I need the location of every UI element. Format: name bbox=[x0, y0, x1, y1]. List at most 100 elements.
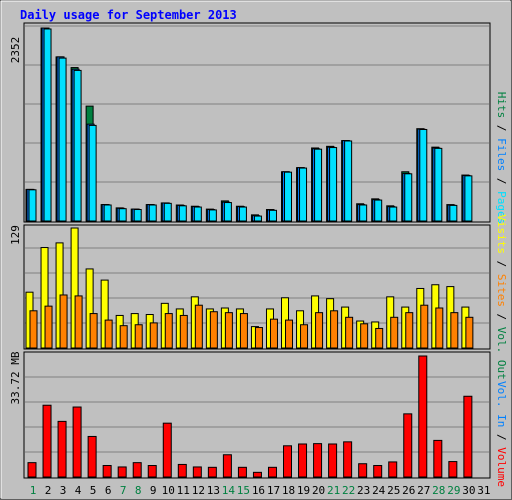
bar-visits-sites-day-1 bbox=[29, 310, 38, 349]
bar-volume-volume-day-18 bbox=[283, 445, 293, 478]
x-axis-labels: 1 2 3 4 5 6 7 8 9 10 11 12 13 14 15 16 17 18 19 20 21 22 23 24 2… bbox=[30, 484, 491, 497]
legend-right-top-separator: / bbox=[495, 171, 508, 191]
panel-hits: 2352 bbox=[9, 22, 491, 223]
bar-visits-sites-day-27 bbox=[420, 304, 429, 349]
legend-right-middle-separator: / bbox=[495, 254, 508, 274]
bar-hits-pages-day-2 bbox=[43, 28, 52, 222]
bar-hits-pages-day-25 bbox=[389, 206, 398, 222]
bar-volume-volume-day-14 bbox=[222, 454, 232, 478]
bar-visits-sites-day-23 bbox=[360, 323, 369, 349]
panel-volume: 33.72 MB bbox=[9, 351, 491, 479]
x-tick-label-day-22: 22 bbox=[342, 484, 355, 497]
bar-hits-pages-day-21 bbox=[329, 147, 338, 222]
legend-visits: Visits bbox=[495, 214, 508, 254]
bar-hits-pages-day-27 bbox=[419, 129, 428, 222]
x-tick-label-day-18: 18 bbox=[282, 484, 295, 497]
bar-volume-volume-day-24 bbox=[373, 465, 383, 478]
bar-hits-pages-day-16 bbox=[253, 215, 262, 222]
bar-visits-sites-day-30 bbox=[465, 316, 474, 349]
bar-visits-sites-day-2 bbox=[44, 305, 53, 349]
bar-hits-pages-day-8 bbox=[133, 209, 142, 222]
bar-visits-sites-day-17 bbox=[269, 318, 278, 349]
bar-visits-sites-day-10 bbox=[164, 313, 173, 349]
bar-hits-pages-day-15 bbox=[238, 206, 247, 222]
bar-volume-volume-day-16 bbox=[252, 471, 262, 478]
bar-volume-volume-day-3 bbox=[57, 420, 67, 478]
panel-volume-ymax-label: 33.72 MB bbox=[9, 351, 22, 404]
bar-hits-pages-day-29 bbox=[449, 204, 458, 222]
bar-visits-sites-day-22 bbox=[345, 316, 354, 349]
x-tick-label-day-8: 8 bbox=[135, 484, 142, 497]
x-tick-label-day-3: 3 bbox=[60, 484, 67, 497]
bar-volume-volume-day-8 bbox=[132, 462, 142, 478]
bar-volume-volume-day-2 bbox=[42, 404, 52, 478]
bar-visits-sites-day-26 bbox=[405, 312, 414, 349]
x-tick-label-day-1: 1 bbox=[30, 484, 37, 497]
bar-hits-pages-day-19 bbox=[299, 167, 308, 222]
bar-visits-sites-day-8 bbox=[134, 324, 143, 349]
bar-visits-sites-day-7 bbox=[119, 325, 128, 349]
bar-visits-sites-day-29 bbox=[450, 312, 459, 349]
bar-volume-volume-day-5 bbox=[87, 435, 97, 478]
bar-visits-sites-day-12 bbox=[194, 304, 203, 349]
x-tick-label-day-26: 26 bbox=[402, 484, 415, 497]
x-tick-label-day-5: 5 bbox=[90, 484, 97, 497]
panel-volume-background bbox=[23, 351, 491, 479]
bar-visits-sites-day-15 bbox=[239, 313, 248, 349]
legend-vol-in: Vol. In bbox=[495, 381, 508, 427]
x-tick-label-day-16: 16 bbox=[252, 484, 265, 497]
x-tick-label-day-7: 7 bbox=[120, 484, 127, 497]
bar-hits-pages-day-30 bbox=[464, 175, 473, 222]
bar-visits-sites-day-6 bbox=[104, 319, 113, 349]
panel-hits-background bbox=[23, 22, 491, 223]
x-tick-label-day-25: 25 bbox=[387, 484, 400, 497]
panel-visits-ymax-label: 129 bbox=[9, 225, 22, 245]
bar-visits-sites-day-24 bbox=[375, 327, 384, 349]
legend-files: Files bbox=[495, 138, 508, 171]
bar-volume-volume-day-22 bbox=[343, 441, 353, 478]
bar-hits-pages-day-23 bbox=[359, 204, 368, 222]
x-tick-label-day-28: 28 bbox=[432, 484, 445, 497]
bar-volume-volume-day-9 bbox=[147, 465, 157, 478]
bar-volume-volume-day-10 bbox=[162, 422, 172, 478]
bar-hits-pages-day-28 bbox=[434, 147, 443, 222]
legend-pages: Pages bbox=[495, 191, 508, 224]
bar-visits-sites-day-18 bbox=[285, 319, 294, 349]
legend-right-bottom: Vol. In / Volume bbox=[495, 381, 508, 487]
legend-right-top-separator: / bbox=[495, 118, 508, 138]
bar-hits-pages-day-13 bbox=[208, 209, 217, 222]
bar-volume-volume-day-17 bbox=[267, 466, 277, 478]
bar-volume-volume-day-21 bbox=[328, 443, 338, 478]
bar-hits-pages-day-11 bbox=[178, 205, 187, 222]
x-tick-label-day-11: 11 bbox=[177, 484, 190, 497]
bar-visits-sites-day-13 bbox=[209, 311, 218, 349]
bar-volume-volume-day-13 bbox=[207, 466, 217, 478]
legend-right-middle: Visits / Sites / Vol. Out bbox=[495, 214, 508, 380]
bar-volume-volume-day-6 bbox=[102, 465, 112, 478]
bar-hits-pages-day-26 bbox=[404, 173, 413, 222]
chart-title: Daily usage for September 2013 bbox=[20, 8, 237, 22]
x-tick-label-day-4: 4 bbox=[75, 484, 82, 497]
bar-hits-pages-day-1 bbox=[28, 189, 37, 222]
bar-volume-volume-day-19 bbox=[298, 443, 308, 478]
bar-hits-pages-day-20 bbox=[314, 148, 323, 222]
legend-sites: Sites bbox=[495, 274, 508, 307]
bar-volume-volume-day-20 bbox=[313, 443, 323, 478]
bar-visits-sites-day-14 bbox=[224, 312, 233, 349]
legend-right-top: Hits / Files / Pages bbox=[495, 92, 508, 225]
bar-hits-pages-day-12 bbox=[193, 206, 202, 222]
x-tick-label-day-31: 31 bbox=[477, 484, 490, 497]
bar-visits-sites-day-4 bbox=[74, 295, 83, 349]
bar-volume-volume-day-26 bbox=[403, 413, 413, 478]
x-tick-label-day-21: 21 bbox=[327, 484, 340, 497]
bar-hits-pages-day-5 bbox=[88, 124, 97, 222]
bar-hits-pages-day-24 bbox=[374, 199, 383, 222]
bar-volume-volume-day-1 bbox=[27, 462, 37, 478]
x-tick-label-day-20: 20 bbox=[312, 484, 325, 497]
bar-visits-sites-day-28 bbox=[435, 307, 444, 349]
bar-hits-pages-day-6 bbox=[103, 204, 112, 222]
bar-volume-volume-day-27 bbox=[418, 355, 428, 478]
x-tick-label-day-17: 17 bbox=[267, 484, 280, 497]
bar-visits-sites-day-19 bbox=[300, 324, 309, 349]
